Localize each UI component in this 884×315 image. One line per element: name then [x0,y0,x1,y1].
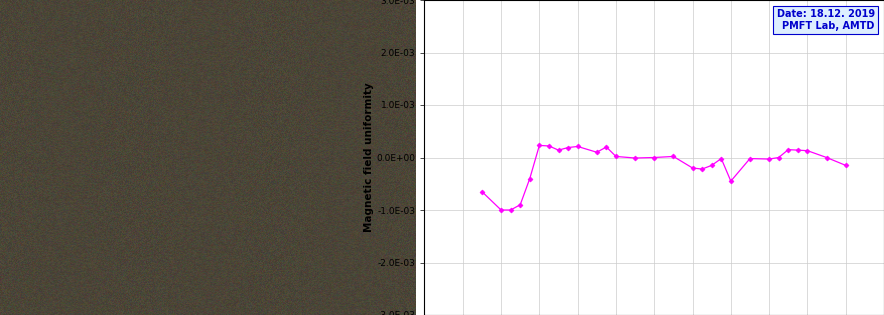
Y-axis label: Magnetic field uniformity: Magnetic field uniformity [363,83,374,232]
Text: Date: 18.12. 2019
PMFT Lab, AMTD: Date: 18.12. 2019 PMFT Lab, AMTD [777,9,875,31]
